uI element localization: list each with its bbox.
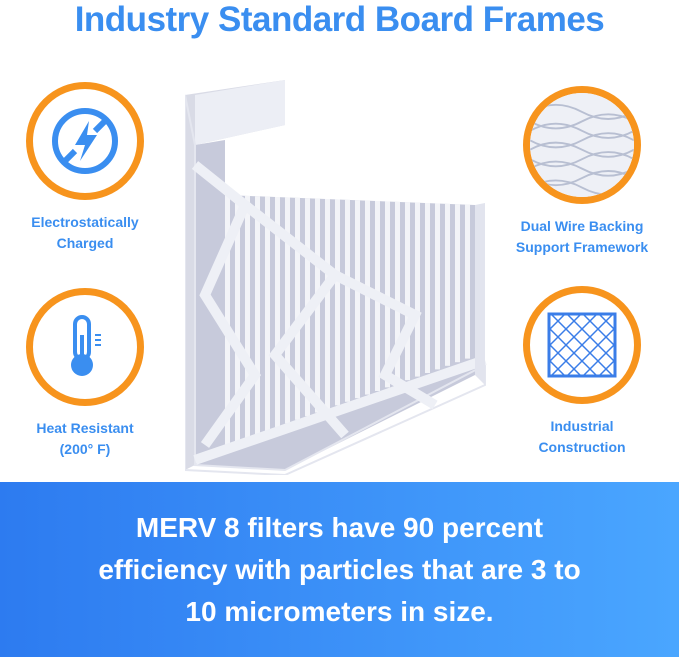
feature-label: Support Framework <box>515 239 649 255</box>
filter-pleat <box>365 200 370 395</box>
feature-ring <box>26 82 144 200</box>
filter-pleat <box>435 203 440 370</box>
feature-electrostatic: Electrostatically Charged <box>0 82 170 254</box>
page-title: Industry Standard Board Frames <box>74 0 605 39</box>
filter-pleat <box>395 201 400 384</box>
filter-pleat <box>235 195 240 442</box>
filter-pleat <box>415 202 420 377</box>
feature-ring <box>523 286 641 404</box>
feature-label: Industrial <box>550 418 614 434</box>
feature-label: Dual Wire Backing <box>520 218 644 234</box>
filter-pleat <box>425 203 430 373</box>
banner-text: MERV 8 filters have 90 percent efficienc… <box>98 511 581 627</box>
filter-pleat <box>285 197 290 424</box>
filter-pleat <box>455 204 460 363</box>
feature-ring <box>523 86 641 204</box>
filter-pleat <box>405 202 410 381</box>
filter-pleat <box>245 195 250 438</box>
feature-label: Construction <box>538 439 626 455</box>
filter-pleat <box>325 199 330 409</box>
filter-pleat <box>265 196 270 431</box>
filter-pleat <box>355 200 360 399</box>
filter-pleat <box>225 195 230 445</box>
thermometer-icon <box>71 315 101 376</box>
feature-dual-wire: Dual Wire Backing Support Framework <box>497 86 667 258</box>
merv-info-banner: MERV 8 filters have 90 percent efficienc… <box>0 482 679 657</box>
filter-pleat <box>295 197 300 420</box>
electrostatic-icon <box>52 108 118 174</box>
filter-pleat <box>345 199 350 402</box>
filter-pleat <box>465 204 470 359</box>
feature-label: Electrostatically <box>31 214 139 230</box>
air-filter-image <box>185 80 487 475</box>
feature-industrial: Industrial Construction <box>497 286 667 458</box>
filter-pleat <box>385 201 390 388</box>
wire-mesh-icon <box>530 93 634 197</box>
feature-label: (200° F) <box>59 441 111 457</box>
filter-pleat <box>445 203 450 366</box>
filter-pleat <box>335 199 340 406</box>
filter-pleat <box>275 197 280 427</box>
filter-pleat <box>255 196 260 435</box>
feature-label: Charged <box>56 235 114 251</box>
feature-ring <box>26 288 144 406</box>
feature-label: Heat Resistant <box>36 420 134 436</box>
feature-heat-resistant: Heat Resistant (200° F) <box>0 288 170 460</box>
grid-construction-icon <box>547 312 617 378</box>
